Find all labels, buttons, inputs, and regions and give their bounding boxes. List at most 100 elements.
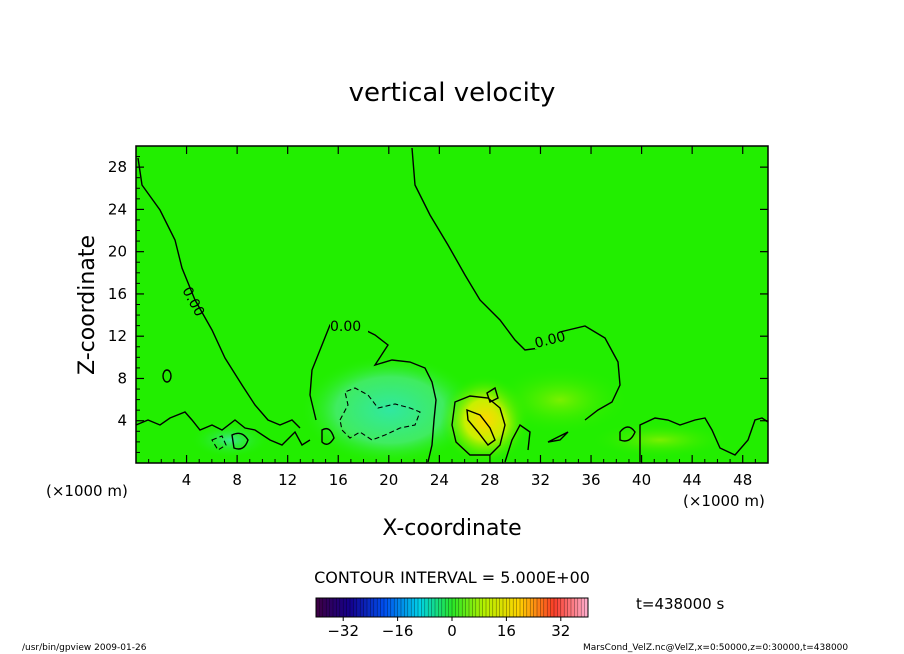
x-tick-label: 12 bbox=[278, 471, 297, 489]
colorbar-cell bbox=[499, 598, 504, 617]
colorbar-cell bbox=[489, 598, 494, 617]
colorbar-cell bbox=[424, 598, 429, 617]
contour-zero-lobe bbox=[309, 324, 437, 463]
colorbar-cell bbox=[564, 598, 569, 617]
colorbar-cell bbox=[377, 598, 382, 617]
colorbar-cell bbox=[404, 598, 409, 617]
colorbar-cell bbox=[574, 598, 579, 617]
footer-left: /usr/bin/gpview 2009-01-26 bbox=[22, 643, 147, 653]
colorbar-cell bbox=[554, 598, 558, 617]
colorbar-cell bbox=[509, 598, 514, 617]
contour-bottom-wiggles-far-right bbox=[639, 417, 768, 462]
colorbar-cell bbox=[486, 598, 490, 617]
y-tick-label: 8 bbox=[117, 369, 127, 387]
colorbar-cell bbox=[482, 598, 487, 617]
negative-velocity-region-small bbox=[190, 422, 270, 458]
colorbar-cell bbox=[452, 598, 456, 617]
colorbar-cell bbox=[475, 598, 480, 617]
colorbar-cell bbox=[322, 598, 327, 617]
contour-label-bg-2 bbox=[535, 333, 575, 349]
colorbar-cell bbox=[458, 598, 463, 617]
footer-right: MarsCond_VelZ.nc@VelZ,x=0:50000,z=0:3000… bbox=[583, 643, 848, 653]
colorbar-cell bbox=[333, 598, 337, 617]
colorbar-cell bbox=[421, 598, 426, 617]
colorbar-cell bbox=[431, 598, 436, 617]
colorbar-cell bbox=[401, 598, 405, 617]
colorbar-cell bbox=[540, 598, 545, 617]
contour-zero-middle bbox=[411, 147, 621, 421]
colorbar-cell bbox=[537, 598, 541, 617]
weak-positive-region bbox=[490, 365, 630, 435]
colorbar-cell bbox=[346, 598, 351, 617]
colorbar-cell bbox=[329, 598, 334, 617]
x-tick-label: 16 bbox=[329, 471, 348, 489]
x-tick-label: 32 bbox=[531, 471, 550, 489]
y-tick-label: 16 bbox=[108, 285, 127, 303]
x-tick-label: 28 bbox=[480, 471, 499, 489]
contour-bottom-loop-a bbox=[231, 432, 249, 450]
x-axis-ticks: 4 8 12 16 20 24 28 32 36 40 44 48 bbox=[148, 146, 769, 489]
x-tick-label: 4 bbox=[182, 471, 192, 489]
colorbar-tick-label: −32 bbox=[327, 622, 359, 640]
x-tick-label: 48 bbox=[733, 471, 752, 489]
contour-label-bg bbox=[330, 318, 368, 334]
colorbar-cell bbox=[380, 598, 385, 617]
colorbar-cell bbox=[336, 598, 341, 617]
y-tick-label: 4 bbox=[117, 412, 127, 430]
contour-bottom-wiggles-right bbox=[504, 423, 531, 463]
contour-bottom-wiggles-left bbox=[136, 411, 311, 446]
weak-positive-region-right bbox=[590, 422, 730, 458]
x-tick-label: 40 bbox=[632, 471, 651, 489]
negative-velocity-region bbox=[300, 355, 480, 463]
colorbar-tick-label: 0 bbox=[447, 622, 457, 640]
y-tick-label: 20 bbox=[108, 243, 127, 261]
x-axis-label: X-coordinate bbox=[382, 516, 521, 541]
colorbar-cell bbox=[543, 598, 548, 617]
colorbar-cell bbox=[571, 598, 575, 617]
colorbar-cell bbox=[360, 598, 365, 617]
x-unit-right: (×1000 m) bbox=[683, 492, 765, 510]
colorbar-cell bbox=[435, 598, 439, 617]
colorbar: −32 −16 0 16 32 bbox=[315, 597, 589, 640]
colorbar-cell bbox=[516, 598, 521, 617]
colorbar-cell bbox=[319, 598, 324, 617]
colorbar-cell bbox=[465, 598, 470, 617]
chart-title: vertical velocity bbox=[349, 78, 556, 108]
colorbar-cell bbox=[445, 598, 450, 617]
colorbar-cell bbox=[373, 598, 378, 617]
x-tick-label: 8 bbox=[232, 471, 242, 489]
contour-label-middle: 0.00 bbox=[330, 319, 361, 335]
colorbar-cell bbox=[397, 598, 402, 617]
contour-negative-dashed-small bbox=[211, 435, 227, 451]
colorbar-cell bbox=[353, 598, 358, 617]
colorbar-cell bbox=[441, 598, 446, 617]
time-label: t=438000 s bbox=[636, 595, 724, 613]
contour-interval-text: CONTOUR INTERVAL = 5.000E+00 bbox=[314, 568, 590, 587]
contour-loop-right-a bbox=[619, 426, 636, 442]
colorbar-tick-label: 16 bbox=[497, 622, 516, 640]
colorbar-cell bbox=[414, 598, 419, 617]
colorbar-cell bbox=[455, 598, 460, 617]
y-tick-label: 28 bbox=[108, 158, 127, 176]
colorbar-cell bbox=[567, 598, 572, 617]
y-axis-label: Z-coordinate bbox=[75, 235, 100, 375]
colorbar-cell bbox=[428, 598, 433, 617]
colorbar-cell bbox=[550, 598, 555, 617]
y-tick-label: 24 bbox=[108, 200, 127, 218]
contour-label-right: 0.00 bbox=[533, 329, 567, 352]
x-tick-label: 44 bbox=[683, 471, 702, 489]
y-axis-ticks: 4 8 12 16 20 24 28 bbox=[108, 145, 768, 453]
colorbar-cell bbox=[492, 598, 497, 617]
colorbar-tick-label: 32 bbox=[551, 622, 570, 640]
colorbar-cell bbox=[526, 598, 531, 617]
x-unit-left: (×1000 m) bbox=[46, 482, 128, 500]
colorbar-cell bbox=[438, 598, 443, 617]
colorbar-cell bbox=[411, 598, 416, 617]
colorbar-cell bbox=[479, 598, 484, 617]
colorbar-cell bbox=[462, 598, 467, 617]
colorbar-cell bbox=[407, 598, 412, 617]
colorbar-cell bbox=[560, 598, 565, 617]
colorbar-cell bbox=[343, 598, 348, 617]
colorbar-cell bbox=[469, 598, 473, 617]
